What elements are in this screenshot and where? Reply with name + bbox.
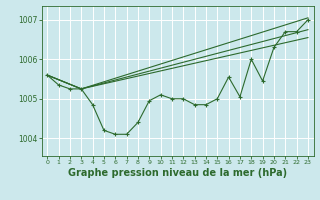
X-axis label: Graphe pression niveau de la mer (hPa): Graphe pression niveau de la mer (hPa) [68, 168, 287, 178]
